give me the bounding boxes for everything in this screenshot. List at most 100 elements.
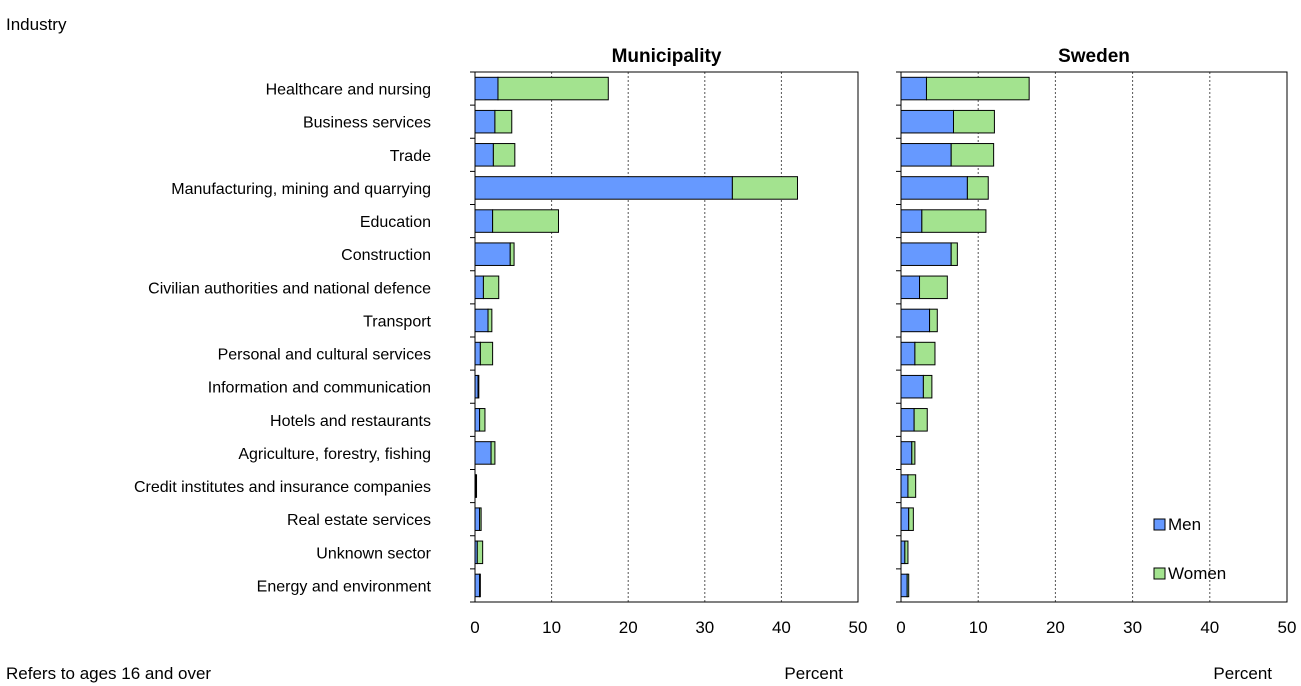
bar-men-business-services	[900, 109, 954, 134]
legend-label-women: Women	[1168, 564, 1226, 583]
bar-women-civilian-authorities-and-national-defence	[919, 275, 948, 300]
bar-men-healthcare-and-nursing	[474, 76, 499, 101]
bar-men-trade	[900, 143, 952, 167]
x-axis-label: Percent	[1213, 664, 1272, 683]
bar-men-civilian-authorities-and-national-defence	[474, 275, 484, 300]
x-tick-label: 50	[1278, 618, 1297, 637]
bar-men-transport	[900, 308, 931, 333]
bar-men-agriculture-forestry-fishing	[474, 441, 492, 465]
bar-men-real-estate-services	[900, 507, 910, 531]
bar-men-business-services	[474, 109, 496, 134]
bar-women-unknown-sector	[476, 540, 484, 565]
x-tick-label: 20	[1046, 618, 1065, 637]
bar-women-energy-and-environment	[906, 573, 910, 598]
bar-women-agriculture-forestry-fishing	[911, 441, 916, 465]
panel-municipality: Municipality 0 10 20 30 40 50 Percent	[470, 46, 867, 683]
x-tick-label: 50	[849, 618, 868, 637]
bar-women-education	[921, 209, 987, 233]
x-tick-label: 30	[695, 618, 714, 637]
legend: Men Women	[1153, 515, 1226, 583]
category-labels: Healthcare and nursing Business services T…	[134, 82, 432, 596]
category-label-personal-and-cultural-services: Personal and cultural services	[218, 347, 431, 364]
bar-women-information-and-communication	[477, 374, 480, 399]
category-label-unknown-sector: Unknown sector	[316, 545, 431, 562]
bar-men-hotels-and-restaurants	[900, 408, 915, 432]
bar-men-trade	[474, 143, 494, 167]
bar-women-trade	[492, 143, 516, 167]
bar-men-education	[900, 209, 923, 233]
x-tick-label: 10	[542, 618, 561, 637]
x-tick-label: 10	[969, 618, 988, 637]
category-label-real-estate-services: Real estate services	[287, 512, 431, 529]
bar-women-personal-and-cultural-services	[479, 341, 494, 366]
x-tick-label: 0	[470, 618, 479, 637]
bar-men-civilian-authorities-and-national-defence	[900, 275, 921, 300]
x-axis-label: Percent	[784, 664, 843, 683]
footnote: Refers to ages 16 and over	[6, 664, 211, 683]
legend-swatch-men	[1153, 518, 1166, 531]
bar-men-credit-institutes-and-insurance-companies	[900, 474, 909, 498]
panel-title: Sweden	[1058, 46, 1130, 67]
bar-women-business-services	[494, 109, 513, 134]
category-label-hotels-and-restaurants: Hotels and restaurants	[270, 413, 431, 430]
bar-men-transport	[474, 308, 489, 333]
bar-women-hotels-and-restaurants	[913, 408, 928, 432]
bar-women-healthcare-and-nursing	[925, 76, 1030, 101]
bar-women-credit-institutes-and-insurance-companies	[475, 474, 478, 498]
bar-men-personal-and-cultural-services	[900, 341, 916, 366]
bar-men-healthcare-and-nursing	[900, 76, 927, 101]
bar-women-trade	[950, 143, 995, 167]
bar-women-unknown-sector	[904, 540, 909, 565]
bar-men-energy-and-environment	[900, 573, 908, 598]
bar-women-manufacturing-mining-and-quarrying	[966, 176, 989, 200]
chart-panels: Municipality 0 10 20 30 40 50 Percent Sweden 0 10 2…	[470, 46, 1296, 683]
bar-men-manufacturing-mining-and-quarrying	[900, 176, 968, 200]
bar-men-education	[474, 209, 494, 233]
bar-men-agriculture-forestry-fishing	[900, 441, 913, 465]
panel-sweden: Sweden 0 10 20 30 40 50 Percent Men Women	[896, 46, 1296, 683]
bar-women-energy-and-environment	[479, 573, 481, 598]
bar-women-business-services	[952, 109, 995, 134]
category-label-construction: Construction	[341, 247, 431, 264]
bar-women-transport	[487, 308, 493, 333]
bar-women-construction	[509, 242, 515, 266]
category-label-business-services: Business services	[303, 115, 431, 132]
bar-men-hotels-and-restaurants	[474, 408, 481, 432]
x-tick-label: 40	[772, 618, 791, 637]
bar-women-construction	[950, 242, 958, 266]
legend-swatch-women	[1153, 567, 1166, 580]
bar-women-personal-and-cultural-services	[914, 341, 936, 366]
category-label-information-and-communication: Information and communication	[208, 380, 431, 397]
x-tick-label: 20	[619, 618, 638, 637]
category-label-manufacturing-mining-and-quarrying: Manufacturing, mining and quarrying	[171, 181, 431, 198]
bar-men-manufacturing-mining-and-quarrying	[474, 176, 733, 200]
category-label-civilian-authorities-and-national-defence: Civilian authorities and national defenc…	[148, 280, 431, 297]
category-label-healthcare-and-nursing: Healthcare and nursing	[266, 82, 431, 99]
bar-women-credit-institutes-and-insurance-companies	[907, 474, 917, 498]
legend-label-men: Men	[1168, 515, 1201, 534]
bar-women-healthcare-and-nursing	[497, 76, 609, 101]
bar-women-manufacturing-mining-and-quarrying	[731, 176, 798, 200]
bar-men-energy-and-environment	[474, 573, 481, 598]
panel-title: Municipality	[612, 46, 722, 67]
bar-men-construction	[900, 242, 952, 266]
bar-men-personal-and-cultural-services	[474, 341, 481, 366]
bar-women-information-and-communication	[922, 374, 933, 399]
bar-women-agriculture-forestry-fishing	[490, 441, 496, 465]
bar-women-real-estate-services	[479, 507, 482, 531]
bar-women-education	[492, 209, 559, 233]
bar-women-transport	[929, 308, 938, 333]
x-tick-label: 30	[1123, 618, 1142, 637]
x-tick-label: 40	[1200, 618, 1219, 637]
category-label-energy-and-environment: Energy and environment	[257, 578, 432, 595]
bar-women-real-estate-services	[908, 507, 914, 531]
category-label-education: Education	[360, 214, 431, 231]
category-label-trade: Trade	[390, 148, 431, 165]
category-label-agriculture-forestry-fishing: Agriculture, forestry, fishing	[238, 446, 431, 463]
category-label-credit-institutes-and-insurance-companies: Credit institutes and insurance companie…	[134, 479, 431, 496]
bar-women-hotels-and-restaurants	[479, 408, 486, 432]
x-tick-label: 0	[896, 618, 905, 637]
y-axis-title: Industry	[6, 15, 67, 34]
bar-men-unknown-sector	[900, 540, 906, 565]
